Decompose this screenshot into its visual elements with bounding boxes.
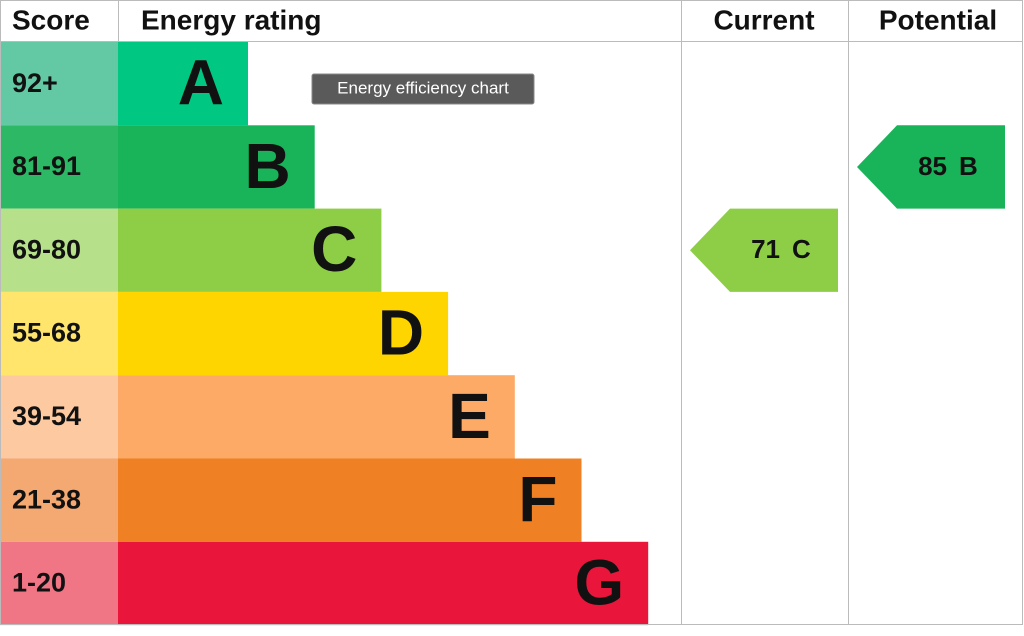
score-label: 1-20 <box>12 568 66 598</box>
header-rating: Energy rating <box>141 4 321 35</box>
rating-letter: F <box>518 463 557 535</box>
rating-bar <box>118 125 315 209</box>
potential-arrow <box>857 125 1005 209</box>
score-cell <box>0 125 118 209</box>
current-letter: C <box>792 234 811 264</box>
current-arrow <box>690 208 838 292</box>
score-cell <box>0 458 118 542</box>
rating-bar <box>118 458 582 542</box>
score-label: 81-91 <box>12 151 81 181</box>
potential-value: 85 <box>918 151 947 181</box>
score-label: 39-54 <box>12 401 81 431</box>
header-potential: Potential <box>879 4 997 35</box>
score-cell <box>0 291 118 376</box>
current-value: 71 <box>751 234 780 264</box>
rating-letter: D <box>378 296 424 368</box>
rating-letter: C <box>311 213 357 285</box>
score-label: 55-68 <box>12 318 81 348</box>
rating-letter: G <box>574 546 624 618</box>
rating-bar <box>118 291 449 376</box>
score-cell <box>0 541 118 626</box>
tooltip-text: Energy efficiency chart <box>337 78 509 97</box>
rating-bar <box>118 208 382 292</box>
rating-letter: E <box>448 380 491 452</box>
rating-bar <box>118 541 649 626</box>
score-label: 69-80 <box>12 234 81 264</box>
rating-letter: B <box>244 130 290 202</box>
score-cell <box>0 42 118 126</box>
score-cell <box>0 208 118 292</box>
score-cell <box>0 375 118 459</box>
tooltip-box <box>311 73 535 105</box>
rating-bar <box>118 42 248 126</box>
rating-bar <box>118 375 515 459</box>
rating-letter: A <box>178 47 224 119</box>
potential-letter: B <box>959 151 978 181</box>
score-label: 21-38 <box>12 484 81 514</box>
header-current: Current <box>713 4 814 35</box>
score-label: 92+ <box>12 68 58 98</box>
header-score: Score <box>12 4 90 35</box>
